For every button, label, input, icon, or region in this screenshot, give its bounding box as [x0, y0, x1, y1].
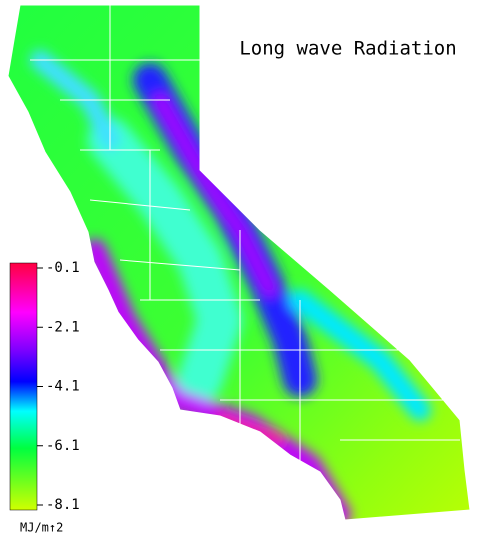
title: Long wave Radiation — [239, 38, 456, 60]
colorbar-tick-label: -6.1 — [46, 438, 80, 454]
colorbar-ticks: -0.1 -2.1 -4.1 -6.1 -8.1 — [37, 260, 80, 513]
colorbar — [9, 262, 38, 511]
colorbar-tick-label: -4.1 — [46, 379, 80, 395]
colorbar-unit: MJ/m↑2 — [20, 521, 63, 535]
county-lines — [7, 4, 471, 521]
colorbar-tick-label: -8.1 — [46, 497, 80, 513]
colorbar-tick-label: -2.1 — [46, 319, 80, 335]
colorbar-tick-label: -0.1 — [46, 260, 80, 276]
